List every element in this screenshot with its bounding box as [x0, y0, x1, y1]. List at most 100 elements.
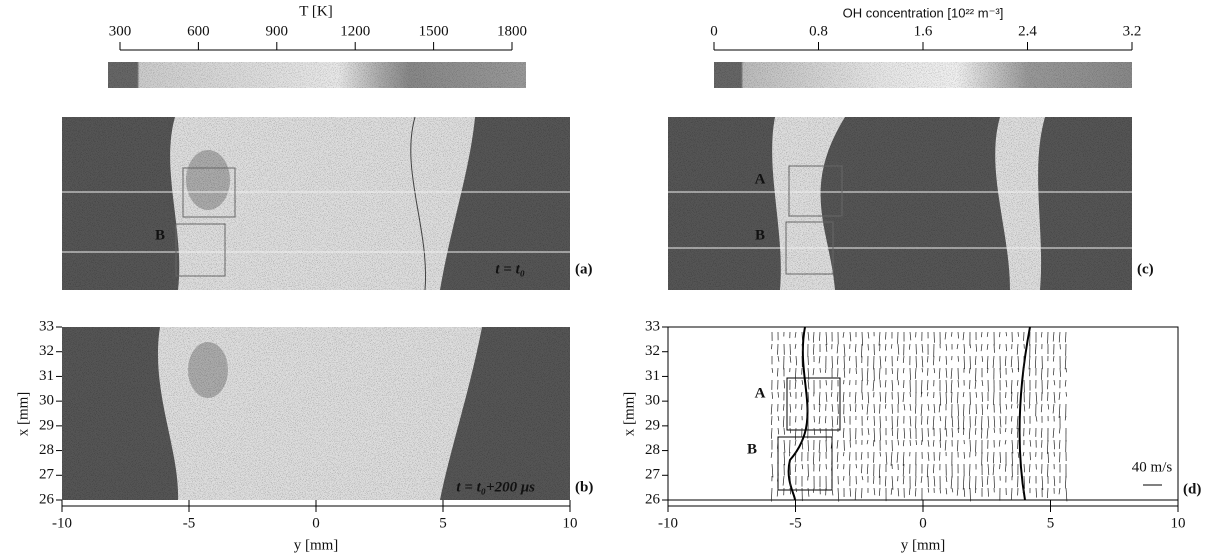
vector — [1017, 403, 1019, 409]
y-tick-label: 31 — [39, 368, 54, 384]
vector — [950, 379, 953, 393]
vector — [963, 427, 965, 435]
y-tick-label: 30 — [39, 393, 54, 409]
vector — [902, 463, 905, 477]
vector — [933, 475, 936, 487]
vector — [794, 331, 797, 338]
vector — [1011, 367, 1014, 373]
vector — [1011, 487, 1013, 501]
vector — [975, 427, 977, 435]
box-label: A — [755, 385, 766, 401]
vector — [987, 487, 989, 497]
vector — [771, 463, 774, 478]
vector — [801, 439, 804, 450]
vector — [866, 379, 869, 386]
vector — [770, 451, 773, 458]
vector — [951, 331, 953, 337]
box-label: A — [755, 171, 766, 187]
vector — [1053, 391, 1056, 404]
vector — [836, 439, 839, 449]
vector — [801, 463, 804, 470]
vector — [1029, 475, 1031, 484]
vector — [819, 403, 821, 413]
colorbar-tick-label: 2.4 — [1018, 23, 1037, 39]
vector — [1058, 331, 1061, 343]
vector — [1005, 379, 1008, 388]
vector — [1017, 451, 1020, 458]
vector — [878, 463, 881, 478]
vector — [939, 487, 941, 494]
vector — [843, 415, 846, 424]
vector — [806, 403, 809, 413]
vector — [1023, 475, 1025, 489]
vector — [927, 451, 930, 461]
vector — [902, 475, 905, 485]
vector — [843, 355, 845, 369]
vector — [1022, 451, 1025, 457]
vector — [957, 331, 959, 339]
vector — [1064, 379, 1067, 387]
vector — [981, 391, 983, 402]
vector — [1016, 391, 1019, 404]
vector — [945, 427, 948, 437]
vector — [975, 343, 978, 352]
vector — [1053, 439, 1055, 450]
vector — [1005, 403, 1008, 410]
vector — [986, 355, 989, 369]
vector — [1028, 403, 1031, 409]
panel-d — [667, 326, 1179, 502]
vector — [1005, 331, 1008, 337]
vector — [855, 463, 857, 469]
vector — [921, 343, 924, 353]
vector — [789, 475, 792, 487]
vector — [974, 487, 977, 494]
vector — [1023, 403, 1026, 412]
vector — [884, 403, 887, 409]
vector — [873, 487, 876, 496]
y-tick-label: 28 — [645, 442, 660, 458]
vector — [879, 415, 881, 429]
vector — [1064, 355, 1067, 370]
vector — [800, 391, 803, 397]
vector — [867, 391, 870, 404]
panel-a — [62, 116, 570, 291]
vector — [945, 379, 948, 393]
vector — [1052, 331, 1055, 342]
vector — [771, 487, 773, 502]
vector — [1052, 355, 1055, 362]
vector — [794, 427, 797, 440]
vector — [794, 367, 797, 381]
vector — [812, 487, 815, 493]
vector — [927, 391, 929, 397]
colorbar-title: OH concentration [10²² m⁻³] — [843, 5, 1004, 20]
vector — [807, 379, 810, 390]
vector — [807, 487, 810, 497]
vector — [920, 391, 923, 398]
vector — [902, 439, 905, 447]
vector — [1059, 367, 1061, 377]
y-tick-label: 30 — [645, 393, 660, 409]
y-tick-label: 32 — [39, 343, 54, 359]
vector — [789, 427, 791, 434]
vector — [1016, 415, 1019, 430]
vector — [825, 343, 828, 352]
vector — [1010, 355, 1013, 368]
vector — [963, 355, 965, 370]
vector — [986, 331, 989, 337]
vector — [843, 451, 845, 457]
vector — [897, 439, 899, 446]
vector — [963, 487, 966, 497]
vector — [981, 403, 984, 416]
panel-label: (b) — [575, 479, 593, 495]
vector — [1017, 331, 1019, 337]
vector — [945, 367, 948, 378]
vector — [909, 427, 912, 439]
vector — [878, 331, 881, 346]
y-tick-label: 32 — [645, 343, 660, 359]
vector — [789, 355, 792, 363]
vector — [968, 427, 971, 440]
vector — [1065, 487, 1068, 502]
scale-label: 40 m/s — [1132, 459, 1173, 475]
vector — [794, 439, 797, 446]
vector — [975, 367, 977, 381]
